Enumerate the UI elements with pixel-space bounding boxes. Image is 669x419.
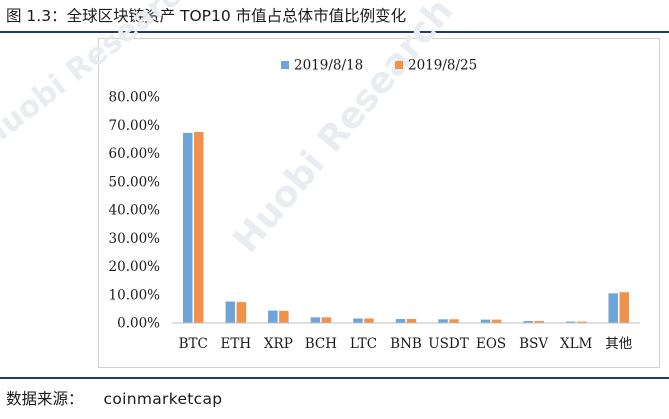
y-tick-label: 50.00% [109,174,161,190]
bar-BCH-series-1 [310,317,321,323]
bar-LTC-series-2 [364,318,374,323]
watermark-text-2: Huobi Research [0,0,204,156]
bar-LTC-series-1 [353,318,363,323]
bar-BCH-series-2 [321,317,332,323]
bar-BNB-series-1 [395,319,406,323]
bar-BSV-series-1 [523,321,533,323]
x-tick-label: BCH [305,336,338,352]
watermark-text-1: Huobi Research [225,0,461,261]
data-source: 数据来源： coinmarketcap [6,387,222,411]
x-tick-label: BSV [519,336,548,352]
legend-swatch [281,61,289,69]
y-axis: 0.00% 10.00% 20.00% 30.00% 40.00% 50.00% 60.00… [109,90,161,332]
bar-ETH-series-2 [236,302,247,323]
legend-label: 2019/8/25 [408,58,477,74]
top-rule [0,31,669,33]
y-tick-label: 40.00% [109,203,161,219]
legend-swatch [395,61,403,69]
bar-BTC-series-2 [194,132,204,323]
legend-label: 2019/8/18 [294,58,363,74]
x-tick-label: BNB [390,336,422,352]
source-value: coinmarketcap [103,390,223,408]
x-tick-label: LTC [350,336,377,352]
bar-XRP-series-2 [279,310,289,323]
bar-XLM-series-1 [565,321,576,323]
y-tick-label: 20.00% [109,259,161,275]
bar-EOS-series-1 [480,319,491,323]
y-tick-label: 70.00% [109,118,161,134]
bar-XRP-series-1 [268,310,278,323]
bar-USDT-series-2 [449,319,459,323]
y-tick-label: 30.00% [109,231,161,247]
y-tick-label: 80.00% [109,90,161,106]
bar-EOS-series-2 [491,319,502,323]
bar-BTC-series-1 [183,132,193,323]
chart-frame [98,38,660,368]
x-tick-label: 其他 [605,336,632,352]
x-tick-label: XLM [560,336,593,352]
bar-其他-series-1 [608,293,618,323]
x-tick-label: BTC [179,336,208,352]
bar-其他-series-2 [619,292,629,323]
bar-series [183,132,629,323]
x-tick-label: ETH [220,336,251,352]
y-tick-label: 0.00% [117,316,160,332]
y-tick-label: 10.00% [109,287,161,303]
watermark: Huobi Research Huobi Research [0,0,461,261]
bottom-rule [0,377,669,379]
bar-USDT-series-1 [438,319,448,323]
bar-ETH-series-1 [225,301,236,323]
x-tick-label: EOS [476,336,506,352]
x-axis: BTC ETH XRP BCH LTC BNB USDT EOS BSV XLM 其他 [172,322,640,352]
y-tick-label: 60.00% [109,146,161,162]
bar-BNB-series-2 [406,319,417,323]
x-tick-label: USDT [428,336,468,352]
bar-BSV-series-2 [534,321,544,323]
chart-legend: 2019/8/18 2019/8/25 [281,58,477,74]
source-label: 数据来源： [6,390,84,408]
bar-XLM-series-2 [576,321,587,323]
x-tick-label: XRP [264,336,293,352]
figure-title: 图 1.3：全球区块链资产 TOP10 市值占总体市值比例变化 [6,7,407,25]
